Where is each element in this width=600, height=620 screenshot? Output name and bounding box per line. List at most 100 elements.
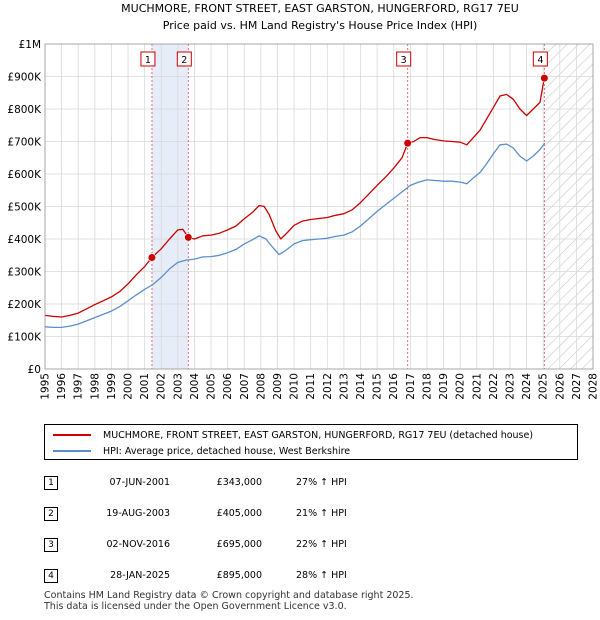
chart-subtitle: Price paid vs. HM Land Registry's House …	[163, 19, 478, 32]
sale-price: £343,000	[216, 477, 262, 488]
y-tick-label: £600K	[7, 169, 42, 181]
x-tick-label: 2002	[156, 373, 168, 400]
y-tick-label: £900K	[7, 72, 42, 84]
x-tick-label: 2027	[571, 373, 583, 400]
sale-number-label: 3	[396, 51, 412, 67]
sale-label-box	[176, 51, 192, 67]
sale-price: £895,000	[216, 570, 262, 581]
y-axis: £0 £100K £200K £300K £400K £500K £600K £700K £80…	[7, 39, 42, 376]
sale-label-text: 4	[537, 55, 543, 66]
x-tick-label: 2021	[471, 373, 483, 400]
x-tick-label: 2025	[538, 373, 550, 400]
x-tick-label: 2026	[554, 373, 566, 400]
sale-dot	[184, 233, 193, 242]
legend-label-property: MUCHMORE, FRONT STREET, EAST GARSTON, HU…	[103, 429, 534, 441]
sale-number-label: 1	[140, 51, 156, 67]
x-tick-label: 2012	[322, 373, 334, 400]
x-axis: 1995 1996 1997 1998 1999 2000 2001 2002 2003 2004…	[40, 373, 600, 400]
footer-line-copyright: Contains HM Land Registry data © Crown c…	[44, 590, 414, 601]
sale-date: 19-AUG-2003	[106, 508, 170, 519]
sale-number-badge: 4	[44, 569, 58, 583]
sale-label-box	[532, 51, 548, 67]
sale-date: 07-JUN-2001	[109, 477, 170, 488]
y-tick-label: £1M	[19, 39, 41, 51]
sales-table-row: 4 28-JAN-2025 £895,000 28% ↑ HPI	[0, 569, 600, 585]
x-tick-label: 2016	[388, 373, 400, 400]
x-tick-label: 1999	[106, 373, 118, 400]
sale-hpi-diff: 21% ↑ HPI	[296, 508, 347, 519]
sales-table-row: 2 19-AUG-2003 £405,000 21% ↑ HPI	[0, 507, 600, 523]
legend-label-hpi: HPI: Average price, detached house, West…	[103, 445, 351, 457]
y-tick-label: £400K	[7, 234, 42, 246]
x-tick-label: 1997	[73, 373, 85, 400]
x-tick-label: 2009	[272, 373, 284, 400]
x-tick-label: 2005	[206, 373, 218, 400]
sale-number-badge: 3	[44, 538, 58, 552]
sale-dot	[147, 253, 157, 262]
x-tick-label: 2008	[255, 373, 267, 400]
legend-swatch-property	[53, 434, 91, 436]
x-tick-label: 2023	[504, 373, 516, 400]
sale-label-text: 2	[181, 55, 187, 66]
sale-hpi-diff: 27% ↑ HPI	[296, 477, 347, 488]
series-line	[44, 77, 545, 318]
x-tick-label: 2010	[289, 373, 301, 400]
plot-border	[44, 43, 594, 370]
x-tick-label: 2006	[222, 373, 234, 400]
footer-line-licence: This data is licensed under the Open Gov…	[44, 601, 347, 612]
sale-label-text: 1	[145, 55, 151, 66]
series-line	[44, 142, 546, 329]
sale-number-label: 4	[532, 51, 548, 67]
x-tick-label: 2015	[372, 373, 384, 400]
legend-item-property: MUCHMORE, FRONT STREET, EAST GARSTON, HU…	[53, 427, 533, 443]
sale-hpi-diff: 28% ↑ HPI	[296, 570, 347, 581]
sales-table-row: 3 02-NOV-2016 £695,000 22% ↑ HPI	[0, 538, 600, 554]
sale-number-badge: 1	[44, 476, 58, 490]
legend-swatch-hpi	[53, 450, 91, 452]
y-tick-label: £300K	[7, 267, 42, 279]
x-tick-label: 2013	[338, 373, 350, 400]
x-tick-label: 2018	[421, 373, 433, 400]
x-tick-label: 2007	[239, 373, 251, 400]
chart-title: MUCHMORE, FRONT STREET, EAST GARSTON, HU…	[121, 2, 519, 15]
legend-item-hpi: HPI: Average price, detached house, West…	[53, 443, 350, 459]
y-tick-label: £200K	[7, 299, 42, 311]
x-tick-label: 2024	[521, 373, 533, 400]
x-tick-label: 1995	[40, 373, 52, 400]
sale-number-label: 2	[176, 51, 192, 67]
y-tick-label: £100K	[7, 332, 42, 344]
x-tick-label: 2011	[305, 373, 317, 400]
sale-number-badge: 2	[44, 507, 58, 521]
x-tick-label: 1998	[89, 373, 101, 400]
x-tick-label: 2000	[123, 373, 135, 400]
footer-attribution: Contains HM Land Registry data © Crown c…	[44, 590, 414, 612]
x-tick-label: 2017	[405, 373, 417, 400]
sale-dot	[403, 139, 412, 148]
sale-dot	[540, 74, 549, 83]
sale-date: 02-NOV-2016	[106, 539, 170, 550]
series-lines	[44, 77, 546, 329]
y-tick-label: £700K	[7, 137, 42, 149]
sale-price: £405,000	[216, 508, 262, 519]
price-chart: MUCHMORE, FRONT STREET, EAST GARSTON, HU…	[7, 2, 600, 400]
x-tick-label: 2022	[488, 373, 500, 400]
x-tick-label: 2001	[139, 373, 151, 400]
x-tick-label: 2003	[172, 373, 184, 400]
x-tick-label: 2004	[189, 373, 201, 400]
y-tick-label: £0	[28, 364, 41, 376]
sales-table-row: 1 07-JUN-2001 £343,000 27% ↑ HPI	[0, 476, 600, 492]
legend: MUCHMORE, FRONT STREET, EAST GARSTON, HU…	[44, 424, 578, 460]
sale-label-text: 3	[401, 55, 407, 66]
x-tick-label: 2028	[588, 373, 600, 400]
x-tick-label: 2019	[438, 373, 450, 400]
sale-label-box	[396, 51, 412, 67]
sale-date: 28-JAN-2025	[110, 570, 170, 581]
sale-price: £695,000	[216, 539, 262, 550]
x-tick-label: 2020	[455, 373, 467, 400]
sale-label-box	[140, 51, 156, 67]
sale-hpi-diff: 22% ↑ HPI	[296, 539, 347, 550]
x-tick-label: 2014	[355, 373, 367, 400]
y-tick-label: £500K	[7, 202, 42, 214]
y-tick-label: £800K	[7, 104, 42, 116]
sale-labels: 1 2 3 4	[140, 51, 548, 67]
